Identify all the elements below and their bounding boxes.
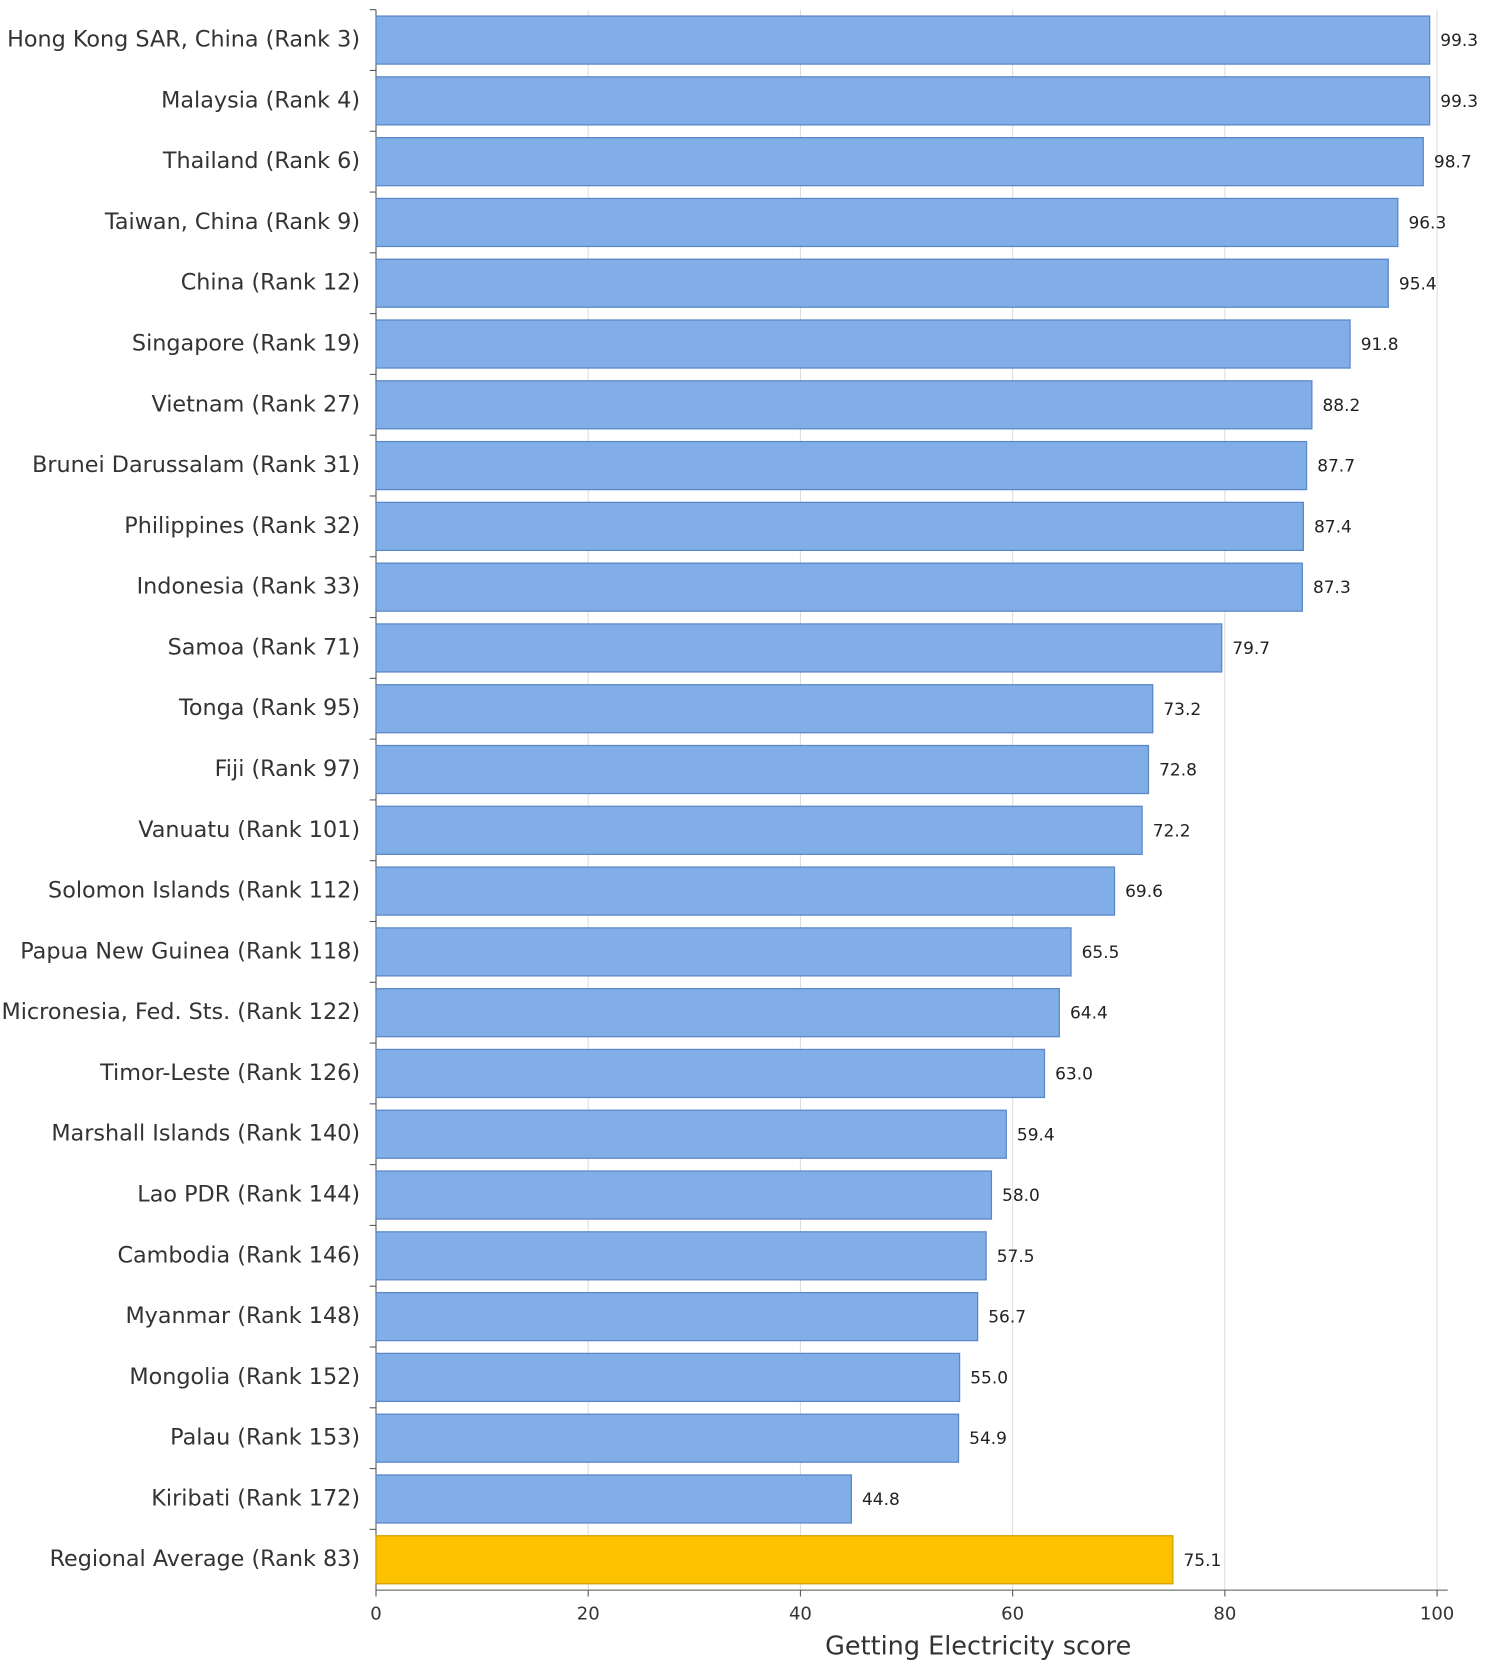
y-tick-label: China (Rank 12) <box>181 270 360 296</box>
value-label: 88.2 <box>1322 396 1360 416</box>
value-label: 87.4 <box>1314 517 1352 537</box>
y-tick-label: Timor-Leste (Rank 126) <box>99 1060 360 1086</box>
value-label: 79.7 <box>1232 639 1270 659</box>
value-label: 96.3 <box>1408 214 1446 234</box>
bar <box>375 137 1424 187</box>
value-label: 72.2 <box>1153 821 1191 841</box>
y-tick-label: Indonesia (Rank 33) <box>137 574 360 600</box>
y-tick-label: Palau (Rank 153) <box>170 1425 360 1451</box>
value-label: 57.5 <box>997 1247 1035 1267</box>
y-tick-label: Kiribati (Rank 172) <box>151 1485 360 1511</box>
value-label: 72.8 <box>1159 761 1197 781</box>
bar <box>375 1535 1174 1585</box>
y-tick-label: Thailand (Rank 6) <box>162 148 360 174</box>
bar <box>375 1413 960 1463</box>
bar <box>375 1291 979 1342</box>
value-label: 73.2 <box>1163 700 1201 720</box>
x-tick-label: 60 <box>1001 1604 1024 1625</box>
y-tick-label: Vanuatu (Rank 101) <box>138 817 360 843</box>
value-label: 63.0 <box>1055 1065 1093 1085</box>
value-label: 69.6 <box>1125 882 1163 902</box>
value-label: 99.3 <box>1440 92 1478 112</box>
y-tick-label: Philippines (Rank 32) <box>124 513 360 539</box>
bar <box>375 1048 1046 1099</box>
y-tick-label: Vietnam (Rank 27) <box>151 391 360 417</box>
bar <box>375 1352 961 1403</box>
value-label: 54.9 <box>969 1429 1007 1449</box>
y-tick-label: Solomon Islands (Rank 112) <box>48 878 360 904</box>
bar <box>375 319 1351 369</box>
value-label: 65.5 <box>1082 943 1120 963</box>
value-label: 44.8 <box>862 1490 900 1510</box>
value-label: 55.0 <box>970 1368 1008 1388</box>
y-tick-label: Samoa (Rank 71) <box>168 634 361 660</box>
y-tick-label: Myanmar (Rank 148) <box>125 1303 360 1329</box>
bar <box>375 15 1431 65</box>
value-label: 56.7 <box>988 1308 1026 1328</box>
bar <box>375 1231 987 1281</box>
bar <box>375 440 1308 491</box>
bar <box>375 380 1313 430</box>
bar <box>375 744 1150 795</box>
y-tick-label: Singapore (Rank 19) <box>132 331 360 357</box>
x-tick-label: 40 <box>789 1604 812 1625</box>
y-tick-label: Malaysia (Rank 4) <box>161 87 360 113</box>
y-tick-label: Regional Average (Rank 83) <box>50 1546 361 1572</box>
bar <box>375 927 1072 977</box>
value-label: 58.0 <box>1002 1186 1040 1206</box>
value-label: 75.1 <box>1183 1551 1221 1571</box>
x-tick-label: 0 <box>370 1604 381 1625</box>
value-label: 87.3 <box>1313 578 1351 598</box>
y-tick-label: Papua New Guinea (Rank 118) <box>20 938 360 964</box>
value-label: 64.4 <box>1070 1004 1108 1024</box>
y-tick-label: Mongolia (Rank 152) <box>129 1364 360 1390</box>
bar <box>375 684 1154 734</box>
y-tick-label: Fiji (Rank 97) <box>215 756 360 782</box>
bar <box>375 988 1060 1038</box>
y-tick-label: Micronesia, Fed. Sts. (Rank 122) <box>1 999 360 1025</box>
value-label: 91.8 <box>1361 335 1399 355</box>
y-tick-label: Hong Kong SAR, China (Rank 3) <box>7 27 360 53</box>
bar <box>375 258 1389 308</box>
bar <box>375 805 1143 855</box>
bar <box>375 1170 993 1220</box>
bar <box>375 623 1223 673</box>
bar <box>375 197 1399 248</box>
x-axis-label: Getting Electricity score <box>825 1632 1131 1662</box>
bar <box>375 501 1305 552</box>
x-tick-label: 20 <box>577 1604 600 1625</box>
value-label: 87.7 <box>1317 457 1355 477</box>
x-tick-label: 80 <box>1213 1604 1236 1625</box>
value-label: 59.4 <box>1017 1125 1055 1145</box>
value-label: 99.3 <box>1440 31 1478 51</box>
value-label: 95.4 <box>1399 274 1437 294</box>
y-tick-label: Marshall Islands (Rank 140) <box>51 1121 360 1147</box>
y-tick-label: Tonga (Rank 95) <box>178 695 360 721</box>
value-label: 98.7 <box>1434 153 1472 173</box>
bar <box>375 76 1431 126</box>
y-tick-label: Taiwan, China (Rank 9) <box>104 209 360 235</box>
x-tick-label: 100 <box>1420 1604 1454 1625</box>
bar <box>375 1474 853 1524</box>
bar <box>375 866 1116 916</box>
y-tick-label: Cambodia (Rank 146) <box>117 1242 360 1268</box>
y-tick-label: Lao PDR (Rank 144) <box>137 1182 360 1208</box>
y-tick-label: Brunei Darussalam (Rank 31) <box>32 452 360 478</box>
bar <box>375 562 1303 612</box>
bar <box>375 1109 1007 1159</box>
